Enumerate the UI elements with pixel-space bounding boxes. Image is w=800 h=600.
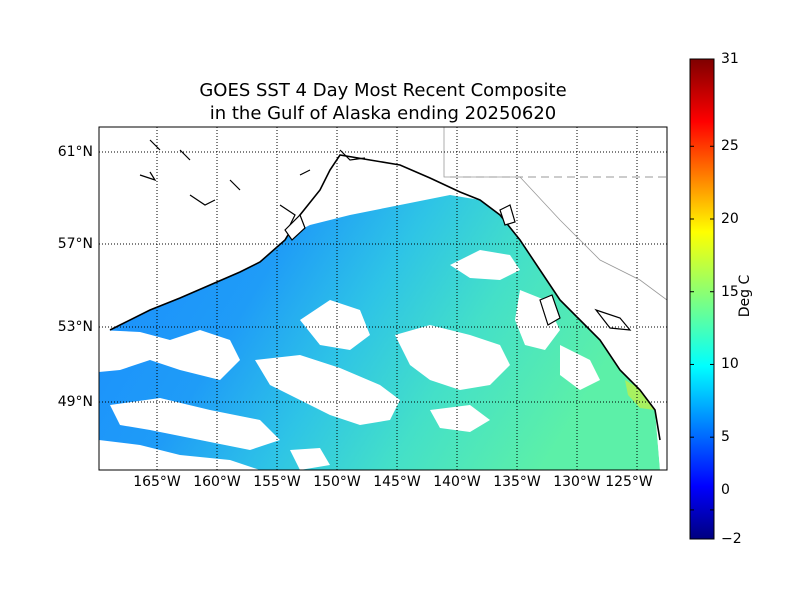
sst-field: [99, 127, 667, 470]
coastline: [109, 154, 661, 441]
graticule: [99, 127, 667, 470]
colorbar-tick-label: 15: [721, 283, 739, 300]
lat-label: 61°N: [57, 144, 93, 160]
colorbar-tick-label: 31: [721, 51, 739, 67]
islands: [284, 204, 632, 331]
map-frame: [98, 126, 668, 471]
colorbar-tick-label: 20: [721, 211, 739, 227]
lon-label: 150°W: [313, 474, 361, 490]
lat-label: 53°N: [57, 319, 93, 335]
lon-label: 155°W: [253, 474, 301, 490]
colorbar-ticks: [690, 58, 714, 540]
inland-coast-details: [139, 139, 366, 226]
warm-coastal-water: [625, 380, 655, 410]
lon-label: 130°W: [553, 474, 601, 490]
lat-label: 57°N: [57, 236, 93, 252]
lon-label: 135°W: [493, 474, 541, 490]
map-title-line2: in the Gulf of Alaska ending 20250620: [209, 103, 557, 124]
lon-label: 145°W: [373, 474, 421, 490]
map-title-line1: GOES SST 4 Day Most Recent Composite: [199, 80, 567, 101]
land-alaska: [99, 127, 667, 470]
colorbar: [689, 58, 715, 540]
colorbar-tick-label: −2: [721, 531, 742, 547]
colorbar-tick-label: 5: [721, 429, 730, 446]
colorbar-label: Deg C: [737, 274, 753, 318]
political-border: [443, 127, 667, 301]
lon-label: 125°W: [605, 474, 653, 490]
lat-label: 49°N: [57, 394, 93, 410]
no-data-patches: [99, 250, 600, 470]
lon-label: 165°W: [133, 474, 181, 490]
colorbar-tick-label: 0: [721, 481, 730, 498]
lon-label: 140°W: [433, 474, 481, 490]
colorbar-tick-label: 25: [721, 138, 739, 155]
colorbar-tick-label: 10: [721, 356, 739, 373]
lon-label: 160°W: [193, 474, 241, 490]
